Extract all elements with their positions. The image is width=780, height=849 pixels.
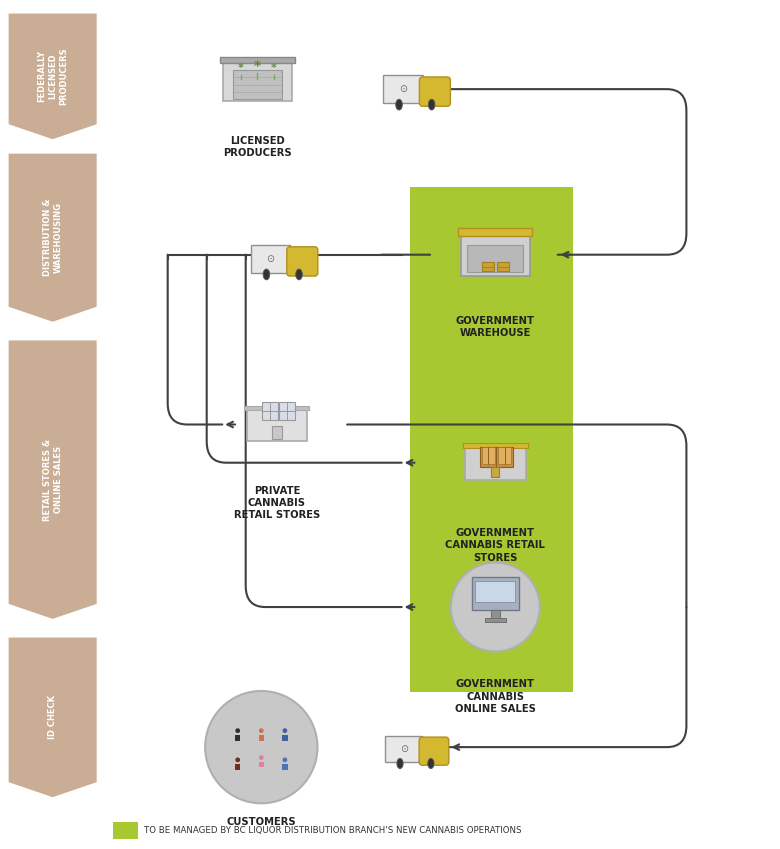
FancyBboxPatch shape [220, 57, 295, 63]
Text: GOVERNMENT
WAREHOUSE: GOVERNMENT WAREHOUSE [456, 316, 535, 338]
Text: DISTRIBUTION &
WAREHOUSING: DISTRIBUTION & WAREHOUSING [43, 199, 62, 277]
Text: GOVERNMENT
CANNABIS RETAIL
STORES: GOVERNMENT CANNABIS RETAIL STORES [445, 528, 545, 563]
FancyBboxPatch shape [461, 233, 530, 276]
Text: GOVERNMENT
CANNABIS
ONLINE SALES: GOVERNMENT CANNABIS ONLINE SALES [455, 679, 536, 714]
Ellipse shape [259, 756, 264, 760]
FancyBboxPatch shape [232, 70, 282, 98]
Text: CUSTOMERS: CUSTOMERS [226, 817, 296, 827]
FancyBboxPatch shape [272, 426, 282, 439]
FancyBboxPatch shape [246, 408, 307, 441]
FancyBboxPatch shape [278, 402, 295, 420]
Text: ⊙: ⊙ [399, 84, 407, 94]
FancyBboxPatch shape [420, 77, 450, 106]
Text: ID CHECK: ID CHECK [48, 695, 57, 739]
Ellipse shape [427, 758, 434, 768]
FancyBboxPatch shape [482, 262, 495, 272]
FancyBboxPatch shape [235, 734, 240, 740]
FancyBboxPatch shape [223, 61, 292, 100]
FancyBboxPatch shape [485, 618, 505, 621]
FancyBboxPatch shape [113, 822, 138, 839]
FancyBboxPatch shape [482, 447, 495, 464]
Ellipse shape [236, 728, 240, 733]
FancyBboxPatch shape [472, 577, 519, 610]
FancyBboxPatch shape [384, 76, 423, 103]
Ellipse shape [397, 758, 403, 768]
FancyBboxPatch shape [259, 762, 264, 767]
Ellipse shape [282, 757, 287, 762]
FancyBboxPatch shape [410, 187, 573, 692]
Ellipse shape [263, 269, 270, 280]
Ellipse shape [428, 99, 435, 110]
Polygon shape [8, 153, 98, 323]
Ellipse shape [296, 269, 303, 280]
FancyBboxPatch shape [244, 406, 310, 410]
FancyBboxPatch shape [262, 402, 278, 420]
FancyBboxPatch shape [465, 446, 526, 480]
Text: *: * [254, 59, 261, 73]
FancyBboxPatch shape [476, 582, 516, 602]
FancyBboxPatch shape [491, 467, 499, 477]
Text: ⊙: ⊙ [399, 744, 408, 754]
FancyBboxPatch shape [480, 447, 497, 467]
FancyBboxPatch shape [419, 737, 448, 765]
Ellipse shape [205, 691, 317, 803]
Text: FEDERALLY
LICENSED
PRODUCERS: FEDERALLY LICENSED PRODUCERS [37, 48, 69, 105]
FancyBboxPatch shape [467, 245, 523, 273]
Polygon shape [8, 340, 98, 620]
Text: *: * [238, 64, 244, 73]
FancyBboxPatch shape [385, 736, 422, 762]
Text: ⊙: ⊙ [266, 254, 275, 264]
Text: LICENSED
PRODUCERS: LICENSED PRODUCERS [223, 136, 292, 158]
FancyBboxPatch shape [251, 245, 290, 273]
Text: PRIVATE
CANNABIS
RETAIL STORES: PRIVATE CANNABIS RETAIL STORES [234, 486, 320, 520]
Polygon shape [8, 637, 98, 798]
FancyBboxPatch shape [496, 447, 513, 467]
FancyBboxPatch shape [491, 610, 500, 620]
Ellipse shape [395, 99, 402, 110]
FancyBboxPatch shape [463, 443, 528, 448]
Ellipse shape [259, 728, 264, 733]
FancyBboxPatch shape [235, 764, 240, 770]
FancyBboxPatch shape [498, 262, 509, 272]
Ellipse shape [451, 563, 540, 651]
FancyBboxPatch shape [282, 764, 288, 770]
FancyBboxPatch shape [282, 734, 288, 740]
FancyBboxPatch shape [287, 247, 317, 276]
Text: TO BE MANAGED BY BC LIQUOR DISTRIBUTION BRANCH'S NEW CANNABIS OPERATIONS: TO BE MANAGED BY BC LIQUOR DISTRIBUTION … [144, 826, 522, 835]
Polygon shape [8, 13, 98, 140]
Text: RETAIL STORES &
ONLINE SALES: RETAIL STORES & ONLINE SALES [43, 439, 62, 520]
FancyBboxPatch shape [498, 447, 511, 464]
Text: *: * [271, 64, 277, 73]
Ellipse shape [236, 757, 240, 762]
Ellipse shape [282, 728, 287, 733]
FancyBboxPatch shape [459, 228, 532, 236]
FancyBboxPatch shape [259, 734, 264, 740]
